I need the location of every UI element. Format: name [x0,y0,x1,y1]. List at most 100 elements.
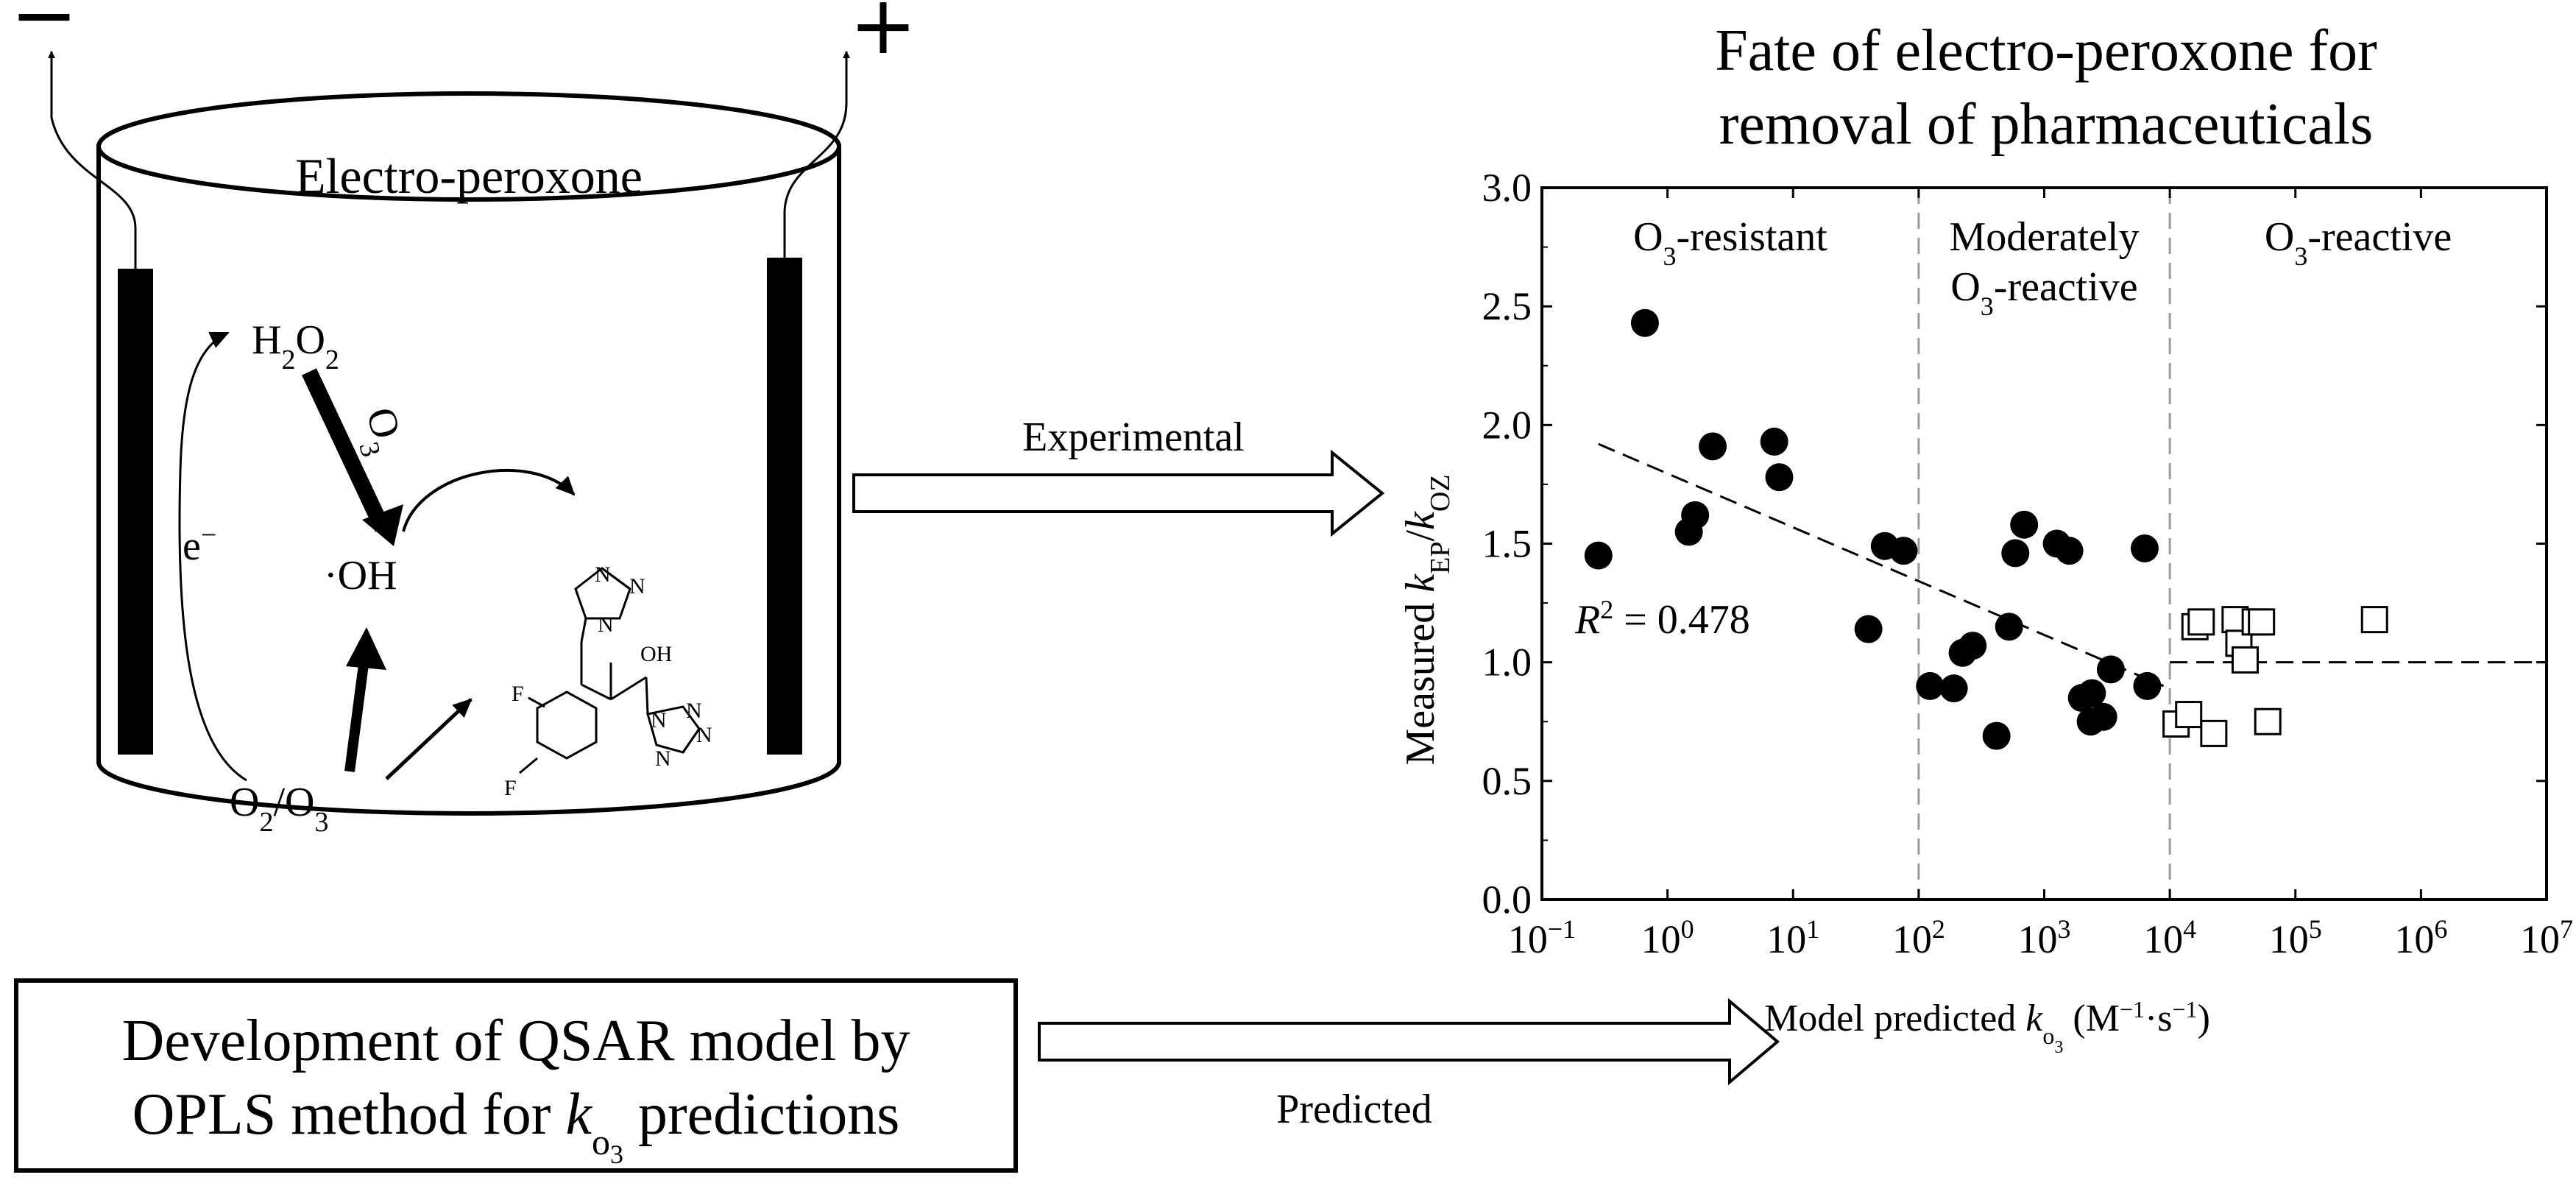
chart-title-line-2: removal of pharmaceuticals [1719,92,2373,157]
region-label-1: O3-resistant [1633,214,1827,271]
x-tick-label: 104 [2143,914,2196,961]
cathode-wire [48,51,137,269]
data-point-circle [2001,539,2030,568]
ozone-attack-arrow [385,698,473,780]
o2-o3-label: O2/O3 [230,780,328,838]
h2o2-label: H2O2 [252,317,339,375]
data-point-circle [2131,534,2159,562]
x-tick-label: 105 [2269,914,2322,961]
svg-text:N: N [686,699,702,723]
anode-electrode [767,258,802,755]
region-label-2: O3-reactive [1950,264,2137,321]
data-point-circle [1699,432,1727,461]
qsar-line-1: Development of QSAR model by [122,1009,910,1073]
electro-peroxone-cell: Electro-peroxone − + H2O2 O2/O3 e− O3 ·O… [10,0,917,838]
region-label-2: Moderately [1949,214,2139,260]
cell-title: Electro-peroxone [295,148,643,204]
x-axis-label: Model predicted ko3 (M−1·s−1) [1764,996,2210,1057]
o2-to-oh-shaft [344,658,369,772]
y-tick-label: 1.0 [1482,640,1532,685]
y-axis-ticks: 0.0 0.5 1.0 1.5 2.0 2.5 3.0 [1482,166,2547,922]
pharmaceutical-molecule [519,567,701,774]
qsar-model-box: Development of QSAR model by OPLS method… [14,978,1018,1173]
o2-to-oh-head [346,627,386,670]
data-point-square [2187,608,2215,636]
h2o2-to-oh-shaft [302,368,390,532]
y-tick-label: 0.5 [1482,759,1532,803]
data-point-circle [1958,632,1987,660]
data-point-circle [1681,501,1710,529]
region-label-3: O3-reactive [2265,214,2452,271]
svg-text:N: N [629,574,645,598]
data-point-circle [1939,674,1968,703]
x-tick-label: 10−1 [1508,914,1576,961]
data-point-square [2175,701,2203,729]
svg-text:OH: OH [640,642,672,666]
o3-arrow-label: O3 [345,403,413,460]
data-point-square [2200,719,2228,747]
y-tick-label: 0.0 [1482,877,1532,922]
hydroxyl-radical-label: ·OH [324,553,397,598]
x-axis-ticks: 10−1 100 101 102 103 104 105 106 107 [1508,188,2573,961]
chart: Fate of electro-peroxone for removal of … [1398,18,2573,1057]
data-point-square [2254,707,2282,735]
regression-line [1598,442,2165,688]
chart-title-line-1: Fate of electro-peroxone for [1715,18,2377,83]
data-point-circle [2133,671,2162,700]
predicted-label: Predicted [1276,1087,1432,1132]
region-boundaries [1917,188,2171,900]
data-point-circle [1889,537,1918,565]
h2o2-to-oh-head [362,504,403,546]
data-points [1584,308,2388,750]
x-tick-label: 100 [1641,914,1694,961]
experimental-label: Experimental [1022,414,1245,460]
svg-text:N: N [696,723,712,747]
x-tick-label: 102 [1892,914,1945,961]
x-tick-label: 106 [2394,914,2447,961]
cell-top-rim [96,91,841,202]
molecule-atom-labels: N N N OH N N N N F F [504,562,712,800]
x-tick-label: 107 [2520,914,2573,961]
electron-arrow [178,331,247,782]
data-point-circle [2055,537,2084,565]
y-tick-label: 2.0 [1482,403,1532,447]
x-tick-label: 101 [1766,914,1819,961]
data-point-circle [2096,655,2125,684]
svg-text:N: N [595,562,611,587]
data-point-circle [1760,427,1788,456]
y-tick-label: 3.0 [1482,166,1532,210]
svg-text:N: N [651,708,667,732]
data-point-circle [1995,612,2023,641]
oh-attack-arrow [402,468,576,532]
qsar-line-2: OPLS method for ko3 predictions [132,1082,900,1169]
negative-sign: − [10,0,78,62]
data-point-circle [2010,510,2039,539]
data-point-circle [1584,541,1613,570]
predicted-arrow: Predicted [1038,997,1780,1132]
data-point-square [2360,606,2388,634]
positive-sign: + [849,0,917,72]
cathode-electrode [118,269,153,755]
x-tick-label: 103 [2018,914,2071,961]
fit-lines [1598,442,2547,688]
experimental-arrow: Experimental [852,414,1385,537]
anode-wire [783,51,850,258]
data-point-circle [1982,721,2011,750]
data-point-square [2248,608,2276,636]
data-point-circle [1630,308,1659,337]
svg-text:F: F [504,776,517,800]
data-point-circle [2078,679,2106,707]
y-axis-label: Measured kEP/kOZ [1398,474,1456,765]
region-labels: O3-resistant ModeratelyO3-reactiveO3-reac… [1633,214,2452,321]
data-point-circle [2089,702,2117,731]
data-point-square [2232,646,2259,674]
y-tick-label: 1.5 [1482,522,1532,566]
data-point-circle [1765,463,1794,492]
r-squared-annotation: R2 = 0.478 [1574,595,1750,643]
electron-label: e− [183,520,216,569]
svg-text:N: N [655,746,671,771]
cell-bottom-rim [96,761,841,816]
data-point-circle [1854,615,1883,643]
y-tick-label: 2.5 [1482,284,1532,328]
